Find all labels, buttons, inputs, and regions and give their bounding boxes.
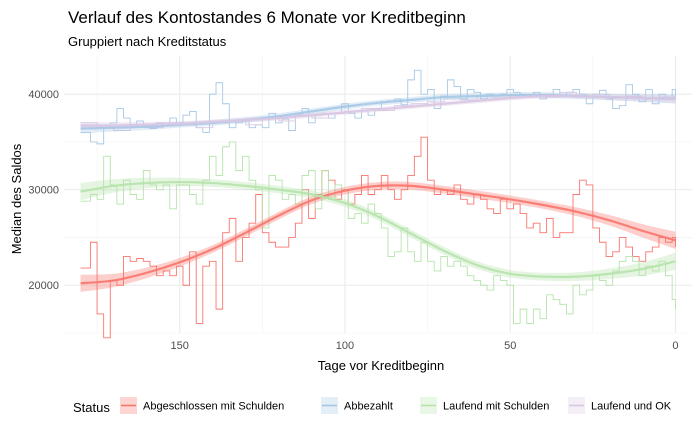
x-axis-title: Tage vor Kreditbeginn (318, 358, 444, 373)
legend-item: Laufend mit Schulden (420, 397, 549, 414)
x-tick-label: 0 (672, 340, 678, 352)
y-axis: 20000 30000 40000 (28, 89, 59, 292)
chart-title: Verlauf des Kontostandes 6 Monate vor Kr… (68, 8, 466, 27)
x-tick-label: 100 (336, 340, 354, 352)
plot-area (64, 56, 692, 339)
legend-item: Abbezahlt (321, 397, 393, 414)
series-line-2 (80, 141, 676, 324)
legend: Status Abgeschlossen mit Schulden Abbezah… (73, 397, 672, 415)
confidence-band-1 (80, 92, 676, 134)
series-line-0 (80, 136, 676, 339)
trend-line-3 (80, 94, 676, 127)
y-axis-title: Median des Saldos (9, 143, 24, 254)
legend-label: Abgeschlossen mit Schulden (143, 401, 284, 413)
legend-title: Status (73, 400, 110, 415)
legend-item: Abgeschlossen mit Schulden (120, 397, 284, 414)
legend-label: Abbezahlt (344, 401, 393, 413)
legend-label: Laufend mit Schulden (443, 401, 549, 413)
trend-line-0 (80, 184, 676, 285)
y-tick-label: 20000 (28, 280, 59, 292)
confidence-band-2 (80, 177, 676, 282)
legend-item: Laufend und OK (568, 397, 672, 414)
x-axis: 150 100 50 0 (171, 340, 679, 352)
x-tick-label: 50 (504, 340, 516, 352)
trend-line-2 (80, 180, 676, 279)
chart-subtitle: Gruppiert nach Kreditstatus (68, 34, 227, 49)
x-tick-label: 150 (171, 340, 189, 352)
y-tick-label: 40000 (28, 89, 59, 101)
legend-label: Laufend und OK (591, 401, 672, 413)
y-tick-label: 30000 (28, 185, 59, 197)
